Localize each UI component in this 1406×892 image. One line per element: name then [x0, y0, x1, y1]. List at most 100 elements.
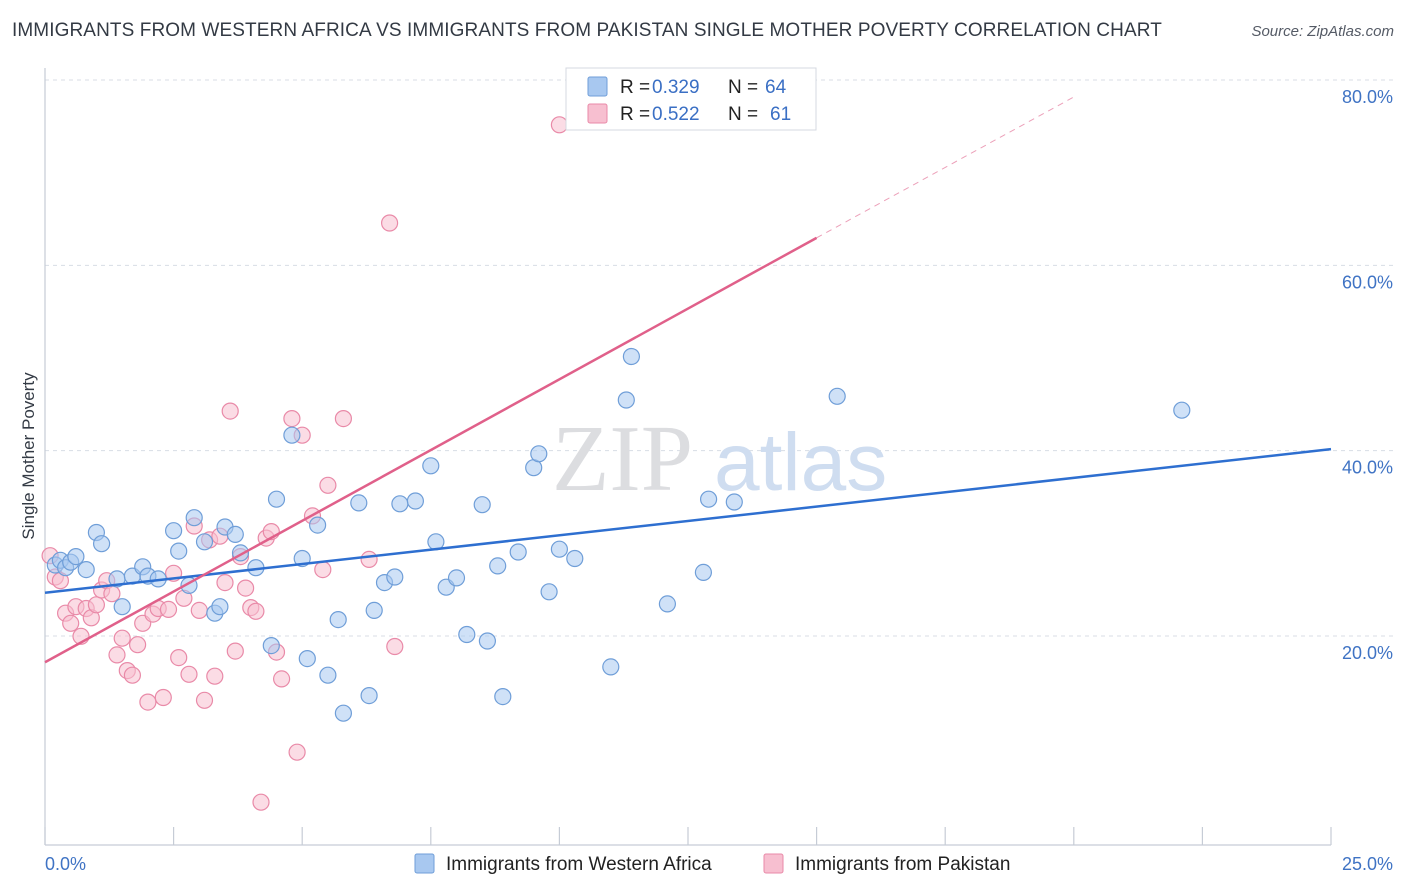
- pakistan-point-47: [288, 743, 306, 761]
- western-africa-point-52: [530, 445, 548, 463]
- western-africa-point-9: [113, 598, 131, 616]
- x-tick-label-min: 0.0%: [45, 854, 86, 874]
- legend-swatch-pink: [587, 103, 608, 124]
- y-axis-label: Single Mother Poverty: [19, 372, 38, 540]
- pakistan-point-53: [360, 550, 378, 569]
- western-africa-point-56: [602, 658, 620, 676]
- pakistan-points: [41, 116, 569, 811]
- series-legend-swatch-blue: [414, 853, 435, 874]
- western-africa-point-39: [391, 495, 409, 513]
- western-africa-point-40: [406, 492, 424, 510]
- series-legend-label-blue: Immigrants from Western Africa: [446, 854, 712, 875]
- y-tick-label-60: 60.0%: [1342, 272, 1393, 292]
- pakistan-point-41: [252, 793, 270, 811]
- legend-n-label-pink: N =: [728, 104, 758, 125]
- zipatlas-watermark: ZIP atlas: [552, 407, 887, 511]
- stats-legend: R = 0.329 N = 64 R = 0.522 N = 61: [565, 67, 817, 131]
- western-africa-point-46: [473, 496, 491, 514]
- western-africa-point-30: [309, 516, 327, 534]
- legend-r-value-blue: 0.329: [652, 77, 700, 98]
- western-africa-point-25: [262, 636, 280, 655]
- pakistan-point-13: [108, 646, 126, 664]
- western-africa-point-48: [489, 557, 507, 575]
- western-africa-point-26: [267, 490, 286, 508]
- series-legend-label-pink: Immigrants from Pakistan: [795, 854, 1010, 875]
- pakistan-point-32: [206, 667, 224, 685]
- pakistan-point-12: [103, 585, 121, 603]
- western-africa-point-33: [334, 704, 352, 722]
- western-africa-point-35: [360, 686, 378, 705]
- western-africa-point-58: [622, 347, 641, 366]
- pakistan-point-50: [314, 560, 332, 579]
- pakistan-point-22: [154, 688, 172, 707]
- pakistan-point-38: [237, 579, 255, 597]
- western-africa-point-60: [694, 563, 713, 582]
- western-africa-point-31: [319, 666, 337, 684]
- western-africa-point-62: [725, 493, 743, 511]
- western-africa-point-29: [298, 649, 316, 668]
- western-africa-point-5: [77, 560, 95, 579]
- western-africa-point-45: [458, 625, 476, 644]
- stats-legend-box: [565, 67, 817, 131]
- western-africa-point-22: [226, 525, 244, 544]
- pakistan-point-29: [190, 601, 208, 620]
- pakistan-point-52: [334, 410, 352, 428]
- pakistan-point-51: [319, 476, 337, 494]
- western-africa-point-36: [365, 601, 383, 620]
- chart-title: IMMIGRANTS FROM WESTERN AFRICA VS IMMIGR…: [12, 20, 1162, 41]
- pakistan-point-35: [221, 402, 239, 420]
- pakistan-point-45: [273, 670, 291, 688]
- pakistan-point-46: [283, 410, 301, 428]
- western-africa-point-41: [422, 457, 440, 475]
- pakistan-point-30: [195, 691, 214, 709]
- western-africa-point-15: [170, 542, 188, 560]
- pakistan-point-54: [381, 214, 399, 232]
- series-legend: Immigrants from Western Africa Immigrant…: [414, 853, 1010, 875]
- western-africa-point-61: [699, 490, 718, 508]
- source-credit: Source: ZipAtlas.com: [1251, 23, 1394, 40]
- western-africa-point-54: [550, 540, 569, 558]
- legend-r-label-blue: R =: [620, 77, 650, 98]
- trend-lines: [44, 96, 1332, 664]
- western-africa-point-63: [828, 387, 846, 405]
- western-africa-point-4: [67, 547, 85, 566]
- y-tick-label-80: 80.0%: [1342, 87, 1393, 107]
- legend-r-label-pink: R =: [620, 104, 650, 125]
- legend-swatch-blue: [587, 76, 608, 97]
- pakistan-point-16: [123, 666, 141, 684]
- western-africa-point-34: [350, 494, 368, 512]
- pakistan-point-36: [226, 642, 244, 660]
- western-africa-point-49: [494, 687, 512, 706]
- western-africa-point-64: [1173, 401, 1191, 419]
- western-africa-trend-line: [44, 447, 1332, 595]
- pakistan-trend-line: [44, 236, 818, 664]
- pakistan-point-4: [62, 614, 80, 632]
- western-africa-point-32: [329, 610, 347, 629]
- western-africa-point-38: [386, 568, 404, 586]
- pakistan-point-23: [159, 600, 178, 619]
- pakistan-point-34: [216, 573, 234, 592]
- pakistan-point-55: [386, 637, 404, 656]
- pakistan-point-27: [180, 665, 198, 683]
- pakistan-point-14: [113, 629, 131, 647]
- legend-n-label-blue: N =: [728, 77, 758, 98]
- western-africa-point-50: [509, 543, 527, 561]
- x-tick-label-max: 25.0%: [1342, 854, 1393, 874]
- western-africa-points: [46, 347, 1191, 722]
- western-africa-point-55: [566, 549, 584, 568]
- western-africa-point-7: [92, 535, 111, 553]
- pakistan-trend-extension: [816, 96, 1075, 239]
- y-axis-tick-labels: 20.0% 40.0% 60.0% 80.0%: [1342, 87, 1393, 663]
- series-legend-swatch-pink: [763, 853, 784, 874]
- pakistan-point-19: [139, 693, 157, 711]
- pakistan-point-25: [170, 648, 188, 667]
- y-tick-label-40: 40.0%: [1342, 458, 1393, 478]
- western-africa-point-44: [447, 569, 466, 587]
- legend-n-value-pink: 61: [770, 104, 791, 125]
- western-africa-point-20: [211, 598, 229, 616]
- western-africa-point-18: [195, 533, 214, 551]
- western-africa-point-57: [617, 391, 635, 409]
- legend-n-value-blue: 64: [765, 77, 787, 98]
- watermark-atlas: atlas: [714, 417, 887, 508]
